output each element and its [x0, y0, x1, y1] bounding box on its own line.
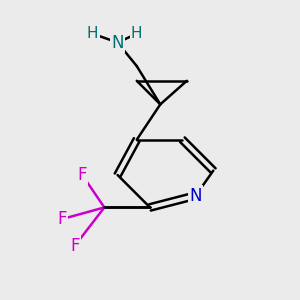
Text: N: N [111, 34, 124, 52]
Text: F: F [77, 166, 87, 184]
Text: F: F [70, 237, 80, 255]
Text: H: H [131, 26, 142, 41]
Text: N: N [189, 187, 202, 205]
Text: F: F [57, 210, 66, 228]
Text: H: H [87, 26, 98, 41]
